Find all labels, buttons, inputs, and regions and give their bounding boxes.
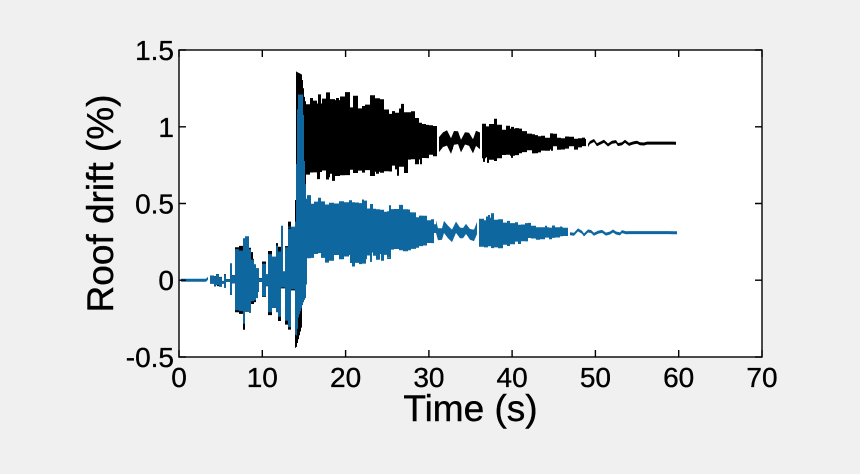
- svg-text:10: 10: [247, 362, 278, 393]
- svg-text:50: 50: [580, 362, 611, 393]
- svg-text:20: 20: [330, 362, 361, 393]
- svg-text:-0.5: -0.5: [126, 342, 174, 373]
- svg-text:30: 30: [413, 362, 444, 393]
- svg-text:1.5: 1.5: [135, 35, 174, 66]
- svg-text:0: 0: [158, 265, 174, 296]
- svg-text:Roof drift (%): Roof drift (%): [80, 95, 121, 313]
- svg-text:Time (s): Time (s): [403, 388, 537, 429]
- svg-text:0.5: 0.5: [135, 189, 174, 220]
- svg-text:60: 60: [663, 362, 694, 393]
- svg-text:1: 1: [158, 112, 174, 143]
- svg-text:70: 70: [746, 362, 777, 393]
- svg-text:0: 0: [171, 362, 187, 393]
- svg-text:40: 40: [497, 362, 528, 393]
